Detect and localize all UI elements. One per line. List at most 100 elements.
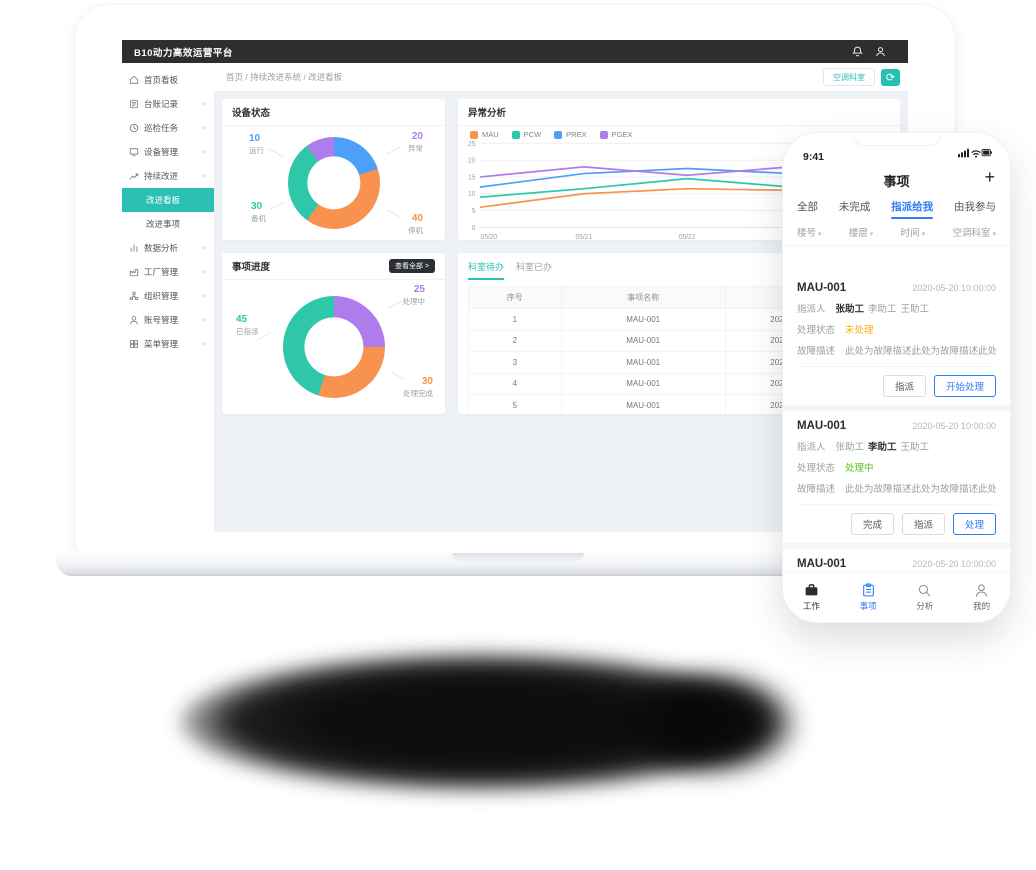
bell-icon[interactable] <box>852 46 863 57</box>
view-all-button[interactable]: 查看全部 > <box>388 259 435 273</box>
legend-swatch <box>554 130 563 139</box>
sidebar-item-7[interactable]: 工厂管理 ∨ <box>122 260 214 284</box>
svg-text:05/20: 05/20 <box>481 234 498 240</box>
donut-label-已指派: 45 已指派 <box>236 314 259 336</box>
chart-legend: MAU PCW PREX PGEX <box>458 126 900 139</box>
legend-item-PREX[interactable]: PREX <box>554 130 587 139</box>
tab-dept-todo[interactable]: 科室待办 <box>468 260 505 280</box>
desc-text: 此处为故障描述此处为故障描述此处为故... <box>845 346 996 357</box>
donut-chart <box>282 296 385 398</box>
label-lead-line <box>386 209 401 218</box>
svg-text:20: 20 <box>468 157 476 164</box>
sidebar-item-label: 巡检任务 <box>144 123 179 133</box>
user-icon <box>975 583 988 597</box>
tabbar-事项[interactable]: 事项 <box>840 572 897 622</box>
search-icon <box>919 584 931 596</box>
phone-tab-underline <box>891 217 934 219</box>
phone-title: 事项 <box>883 173 910 189</box>
legend-item-PCW[interactable]: PCW <box>511 130 541 139</box>
phone-tab-全部[interactable]: 全部 <box>797 199 818 219</box>
chevron-down-icon: ▾ <box>919 231 926 238</box>
sidebar-item-6[interactable]: 数据分析 ∨ <box>122 236 214 260</box>
user-icon[interactable] <box>875 46 886 57</box>
svg-text:0: 0 <box>472 225 476 232</box>
filter-楼号[interactable]: 楼号 ▾ <box>797 225 821 239</box>
tabbar-我的[interactable]: 我的 <box>953 572 1010 622</box>
assignee-names: 张助工 李助工 王助工 <box>836 439 934 453</box>
chevron-down-icon: ∨ <box>201 125 207 132</box>
assignee-row: 指派人 张助工 李助工 王助工 <box>797 301 996 315</box>
item-card-header: MAU-001 2020-05-20 10:00:00 <box>797 282 996 294</box>
column-header: 序号 <box>468 286 562 309</box>
item-card: MAU-001 2020-05-20 10:00:00 指派人张助工李助工王助工处理… <box>783 273 1010 405</box>
add-icon[interactable]: + <box>984 167 995 187</box>
legend-item-PGEX[interactable]: PGEX <box>599 130 632 139</box>
device-status-chart: 10 运行 20 异常 30 备机 40 停机 <box>222 126 445 240</box>
sidebar-item-9[interactable]: 账号管理 ∨ <box>122 308 214 332</box>
chevron-down-icon: ∨ <box>201 149 207 156</box>
table-cell: 4 <box>468 372 562 395</box>
legend-swatch <box>599 130 608 139</box>
table-cell: MAU-001 <box>560 351 726 374</box>
phone-tab-由我参与[interactable]: 由我参与 <box>954 199 996 219</box>
指派-button[interactable]: 指派 <box>882 375 926 397</box>
sidebar-item-label: 工厂管理 <box>144 267 179 277</box>
chevron-down-icon: ▾ <box>816 231 822 238</box>
指派-button[interactable]: 指派 <box>901 513 945 535</box>
sidebar-item-8[interactable]: 组织管理 ∨ <box>122 284 214 308</box>
phone-filters: 楼号 ▾ 楼层 ▾ 时间 ▾ 空调科室 ▾ <box>783 219 1010 246</box>
phone-nav: 事项 + <box>783 165 1010 195</box>
filter-楼层[interactable]: 楼层 ▾ <box>849 225 873 239</box>
sidebar-item-5[interactable]: 持续改进 ∨ <box>122 164 214 188</box>
sidebar-item-3[interactable]: 巡检任务 ∨ <box>122 116 214 140</box>
status-label: 处理状态 <box>797 325 836 336</box>
开始处理-button[interactable]: 开始处理 <box>933 375 996 397</box>
donut-label-运行: 10 运行 <box>249 133 264 155</box>
legend-item-MAU[interactable]: MAU <box>470 130 499 139</box>
filter-空调科室[interactable]: 空调科室 ▾ <box>952 225 995 239</box>
chevron-down-icon: ∨ <box>201 269 207 276</box>
dept-filter-button[interactable]: 空调科室 <box>823 68 875 86</box>
app-topbar: B10动力高效运营平台 <box>122 40 908 63</box>
status-row: 处理状态 处理中 <box>797 460 996 474</box>
phone-tab-underline <box>797 217 818 219</box>
filter-label: 楼层 <box>848 228 868 239</box>
tab-dept-done[interactable]: 科室已办 <box>516 262 553 272</box>
chevron-down-icon: ∨ <box>201 341 207 348</box>
donut-label-text: 处理完成 <box>403 388 433 398</box>
desk-shadow-2 <box>620 668 800 778</box>
desc-text: 此处为故障描述此处为故障描述此处为故... <box>845 484 996 495</box>
donut-label-text: 停机 <box>408 225 423 235</box>
analysis-icon <box>130 244 138 252</box>
donut-label-异常: 20 异常 <box>408 131 423 153</box>
table-cell: 3 <box>468 351 562 374</box>
breadcrumb: 首页 / 持续改进系统 / 改进看板 <box>226 72 343 82</box>
phone-tabs: 全部 未完成 指派给我 由我参与 <box>783 195 1010 219</box>
status-icons <box>958 145 992 163</box>
org-icon <box>129 291 139 301</box>
sidebar-subitem-改进看板[interactable]: 改进看板 <box>122 188 214 212</box>
assignee-name: 张助工 <box>835 304 865 315</box>
sidebar-subitem-改进事项[interactable]: 改进事项 <box>146 219 181 229</box>
legend-swatch <box>511 130 520 139</box>
完成-button[interactable]: 完成 <box>850 513 894 535</box>
sidebar-item-1[interactable]: 首页看板 <box>122 68 214 92</box>
legend-label: PREX <box>566 130 587 139</box>
legend-label: MAU <box>482 130 499 139</box>
phone-tab-指派给我[interactable]: 指派给我 <box>891 199 934 219</box>
phone-tab-未完成[interactable]: 未完成 <box>839 199 871 219</box>
status-badge: 处理中 <box>845 463 874 474</box>
sidebar-item-4[interactable]: 设备管理 ∨ <box>122 140 214 164</box>
menu-icon <box>130 340 138 348</box>
refresh-icon[interactable]: ⟳ <box>881 68 900 86</box>
tabbar-工作[interactable]: 工作 <box>783 572 840 622</box>
chevron-down-icon: ▾ <box>990 231 996 238</box>
处理-button[interactable]: 处理 <box>952 513 996 535</box>
sidebar-item-label: 数据分析 <box>144 243 179 253</box>
chevron-down-icon: ∨ <box>201 317 207 324</box>
donut-label-text: 异常 <box>408 143 423 153</box>
sidebar-item-10[interactable]: 菜单管理 ∨ <box>122 332 214 356</box>
filter-时间[interactable]: 时间 ▾ <box>901 225 925 239</box>
sidebar-item-2[interactable]: 台账记录 ∨ <box>122 92 214 116</box>
tabbar-分析[interactable]: 分析 <box>897 572 954 622</box>
